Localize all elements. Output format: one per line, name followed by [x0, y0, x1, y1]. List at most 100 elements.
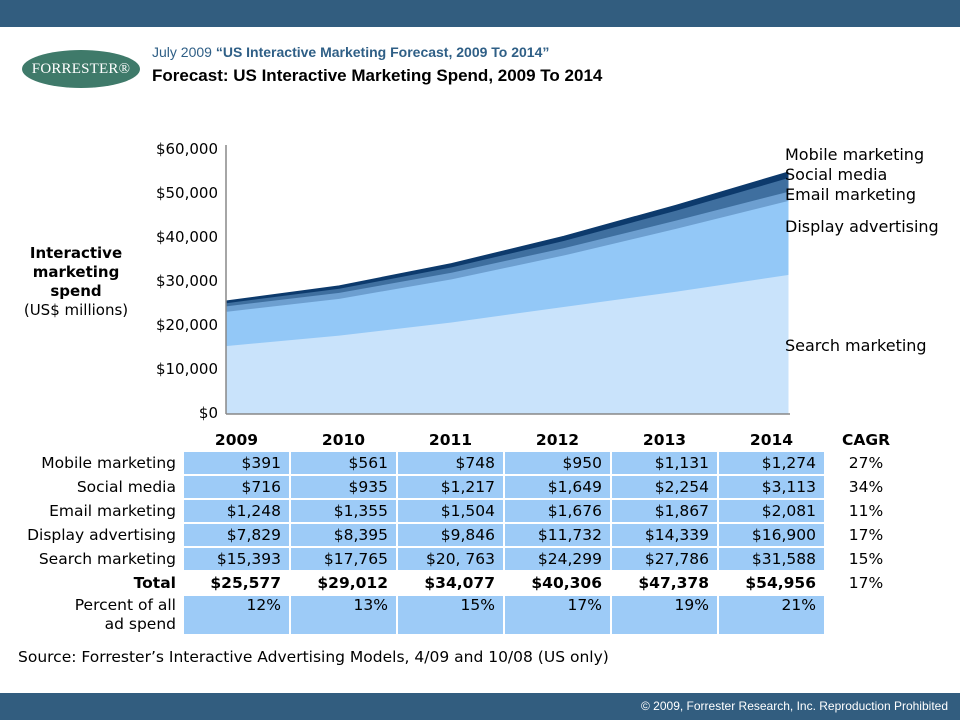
legend-display: Display advertising: [785, 217, 939, 236]
mobile-area: [226, 171, 789, 304]
total-row: Total $25,577 $29,012 $34,077 $40,306 $4…: [10, 572, 906, 594]
total-cell: $47,378: [638, 574, 709, 592]
y-tick: $10,000: [155, 360, 218, 378]
y-label-line3: spend: [50, 282, 102, 300]
table-cell: $561: [291, 452, 396, 474]
percent-cell: 21%: [719, 596, 824, 634]
total-cell: $34,077: [424, 574, 495, 592]
table-cell: $1,504: [398, 500, 503, 522]
table-cell: $2,081: [719, 500, 824, 522]
table-cell: $8,395: [291, 524, 396, 546]
col-header: 2014: [749, 431, 794, 449]
table-cell: $950: [505, 452, 610, 474]
report-subtitle: July 2009 “US Interactive Marketing Fore…: [152, 44, 549, 60]
table-cell: $1,274: [719, 452, 824, 474]
y-axis-label: Interactive marketing spend (US$ million…: [14, 244, 138, 320]
table-cell: $935: [291, 476, 396, 498]
cagr-cell: 15%: [848, 550, 884, 568]
table-row: Display advertising $7,829 $8,395 $9,846…: [10, 524, 906, 546]
col-header: 2009: [214, 431, 259, 449]
table-cell: $748: [398, 452, 503, 474]
legend-mobile: Mobile marketing: [785, 145, 925, 164]
percent-cell: 17%: [505, 596, 610, 634]
copyright-text: © 2009, Forrester Research, Inc. Reprodu…: [641, 699, 948, 713]
legend-email: Email marketing: [785, 185, 916, 204]
col-header: 2013: [642, 431, 687, 449]
table-cell: $20, 763: [398, 548, 503, 570]
table-cell: $1,649: [505, 476, 610, 498]
subtitle-report: “US Interactive Marketing Forecast, 2009…: [215, 44, 550, 60]
table-row: Email marketing $1,248 $1,355 $1,504 $1,…: [10, 500, 906, 522]
y-tick: $0: [198, 404, 218, 422]
y-tick: $60,000: [155, 140, 218, 158]
table-cell: $31,588: [719, 548, 824, 570]
col-header: 2012: [535, 431, 580, 449]
row-label: Social media: [76, 478, 176, 496]
logo-text: FORRESTER®: [31, 60, 131, 77]
total-cell: $29,012: [317, 574, 388, 592]
percent-cell: 12%: [184, 596, 289, 634]
top-banner: [0, 0, 960, 27]
subtitle-date: July 2009: [152, 44, 212, 60]
row-label: Mobile marketing: [41, 454, 176, 472]
legend-social: Social media: [785, 165, 888, 184]
y-tick: $40,000: [155, 228, 218, 246]
y-tick: $20,000: [155, 316, 218, 334]
bottom-banner: © 2009, Forrester Research, Inc. Reprodu…: [0, 693, 960, 720]
area-layers: [226, 171, 789, 414]
table-row: Search marketing $15,393 $17,765 $20, 76…: [10, 548, 906, 570]
table-cell: $9,846: [398, 524, 503, 546]
table-cell: $7,829: [184, 524, 289, 546]
col-header: 2011: [428, 431, 473, 449]
cagr-cell: 11%: [848, 502, 884, 520]
cagr-cell: 34%: [848, 478, 884, 496]
table-cell: $1,676: [505, 500, 610, 522]
y-tick: $50,000: [155, 184, 218, 202]
table-cell: $2,254: [612, 476, 717, 498]
col-header-cagr: CAGR: [841, 431, 891, 449]
table-cell: $716: [184, 476, 289, 498]
data-table: 2009 2010 2011 2012 2013 2014 CAGR Mobil…: [8, 428, 908, 636]
row-label: Search marketing: [38, 550, 176, 568]
table-cell: $17,765: [291, 548, 396, 570]
cagr-cell: 17%: [848, 526, 884, 544]
row-label: Percent of all ad spend: [10, 596, 182, 634]
chart-title: Forecast: US Interactive Marketing Spend…: [152, 66, 603, 85]
percent-cell: 19%: [612, 596, 717, 634]
table-cell: $1,355: [291, 500, 396, 522]
table-cell: $1,217: [398, 476, 503, 498]
cagr-cell: 17%: [848, 574, 884, 592]
table-cell: $15,393: [184, 548, 289, 570]
percent-label-line1: Percent of all: [74, 596, 176, 614]
forrester-logo: FORRESTER®: [22, 50, 140, 88]
table-cell: $1,248: [184, 500, 289, 522]
table-cell: $27,786: [612, 548, 717, 570]
y-label-line1: Interactive: [29, 244, 123, 262]
table-cell: $1,131: [612, 452, 717, 474]
table-cell: $11,732: [505, 524, 610, 546]
percent-cell: 15%: [398, 596, 503, 634]
table-cell: $3,113: [719, 476, 824, 498]
cagr-cell: 27%: [848, 454, 884, 472]
table-cell: $16,900: [719, 524, 824, 546]
row-label: Total: [133, 574, 176, 592]
table-cell: $14,339: [612, 524, 717, 546]
row-label: Display advertising: [27, 526, 176, 544]
table-cell: $391: [184, 452, 289, 474]
percent-row: Percent of all ad spend 12% 13% 15% 17% …: [10, 596, 906, 634]
table-header-row: 2009 2010 2011 2012 2013 2014 CAGR: [10, 430, 906, 450]
table-row: Mobile marketing $391 $561 $748 $950 $1,…: [10, 452, 906, 474]
y-label-line4: (US$ millions): [23, 301, 129, 319]
y-label-line2: marketing: [32, 263, 120, 281]
stacked-area-chart: [225, 145, 790, 415]
total-cell: $40,306: [531, 574, 602, 592]
table-cell: $24,299: [505, 548, 610, 570]
row-label: Email marketing: [49, 502, 176, 520]
y-tick: $30,000: [155, 272, 218, 290]
total-cell: $25,577: [210, 574, 281, 592]
table-row: Social media $716 $935 $1,217 $1,649 $2,…: [10, 476, 906, 498]
legend-search: Search marketing: [785, 336, 927, 355]
source-note: Source: Forrester’s Interactive Advertis…: [18, 648, 609, 666]
percent-cell: 13%: [291, 596, 396, 634]
total-cell: $54,956: [745, 574, 816, 592]
